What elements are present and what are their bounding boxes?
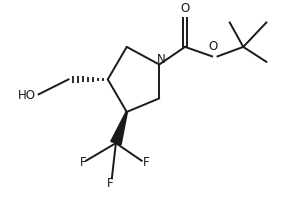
- Text: O: O: [180, 2, 190, 15]
- Text: F: F: [107, 177, 114, 190]
- Text: O: O: [208, 40, 218, 53]
- Polygon shape: [111, 112, 127, 145]
- Text: N: N: [157, 53, 166, 66]
- Text: F: F: [143, 156, 150, 169]
- Text: F: F: [80, 156, 86, 169]
- Text: HO: HO: [18, 89, 36, 102]
